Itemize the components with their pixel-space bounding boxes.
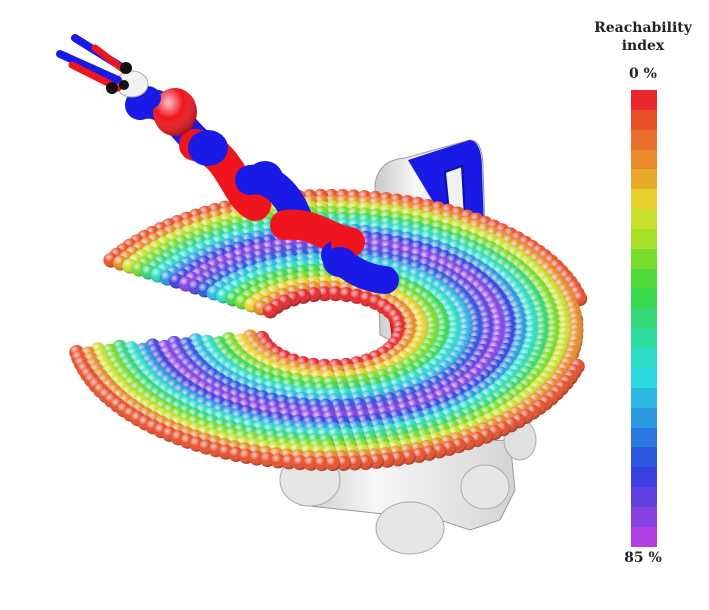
sphere-shading [328, 286, 343, 302]
sphere-shading [358, 454, 374, 470]
colorbar-cell [631, 209, 657, 230]
colorbar-cell [631, 90, 657, 110]
legend-title-line2: index [621, 38, 665, 54]
sphere-shading [369, 453, 384, 469]
colorbar-cell [631, 109, 657, 130]
colorbar-cell [631, 487, 657, 508]
colorbar-cell [631, 368, 657, 388]
legend-bottom-label: 85 % [624, 550, 662, 566]
reachability-colorbar [631, 90, 657, 547]
colorbar-cell [631, 268, 657, 289]
colorbar-cell [631, 348, 657, 369]
sphere-shading [262, 303, 278, 319]
colorbar-cell [631, 308, 657, 329]
colorbar-cell [631, 407, 657, 428]
sphere-shading [303, 455, 319, 471]
colorbar-cell [631, 248, 657, 269]
colorbar-cell [631, 189, 657, 210]
colorbar-cell [631, 427, 657, 448]
colorbar-cell [631, 328, 657, 349]
colorbar-cell [631, 507, 657, 527]
robot-gripper [56, 34, 132, 94]
robot-arm [115, 70, 399, 294]
sphere-shading [270, 453, 286, 469]
sphere-shading [281, 454, 297, 470]
colorbar-cell [631, 387, 657, 408]
colorbar-cell [631, 467, 657, 488]
colorbar-cell [631, 526, 657, 547]
sphere-shading [336, 455, 352, 471]
sphere-shading [292, 455, 308, 471]
colorbar-cell [631, 129, 657, 150]
legend-title-line1: Reachability [594, 20, 692, 36]
legend-top-label: 0 % [629, 66, 657, 82]
sphere-shading [325, 456, 341, 472]
colorbar-cell [631, 169, 657, 190]
sphere-shading [317, 286, 332, 302]
sphere-shading [347, 455, 363, 471]
sphere-shading [314, 456, 330, 472]
colorbar-cell [631, 288, 657, 309]
colorbar-cell [631, 229, 657, 249]
colorbar-cell [631, 447, 657, 468]
colorbar-cell [631, 149, 657, 170]
reachability-spheres [69, 188, 588, 472]
